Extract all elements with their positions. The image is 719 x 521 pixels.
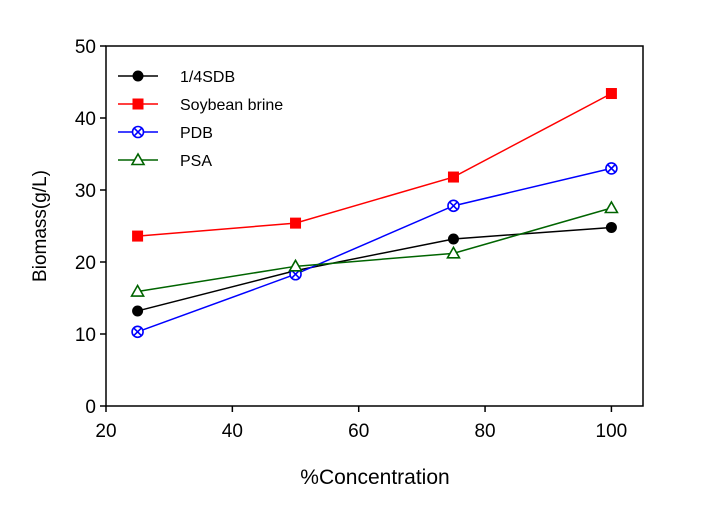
series-line xyxy=(137,226,612,312)
y-tick-label: 0 xyxy=(85,397,96,418)
x-tick-label: 40 xyxy=(222,421,243,442)
x-tick-label: 60 xyxy=(348,421,369,442)
data-point xyxy=(446,245,461,259)
axes: 20 40 60 80 100 0 10 20 30 40 50 xyxy=(75,37,644,442)
data-point xyxy=(605,162,618,175)
series-group xyxy=(130,88,619,339)
legend-label: PSA xyxy=(180,153,212,170)
legend-marker xyxy=(132,98,144,110)
y-tick-label: 10 xyxy=(75,325,96,346)
data-point xyxy=(290,217,302,229)
x-tick-label: 100 xyxy=(596,421,628,442)
series-2 xyxy=(131,162,618,339)
data-point xyxy=(131,325,144,339)
y-tick-label: 30 xyxy=(75,181,96,202)
plot-frame xyxy=(105,45,644,407)
legend: 1/4SDB Soybean brine PDB PSA xyxy=(118,69,283,170)
data-point xyxy=(604,200,619,214)
series-line xyxy=(137,207,612,293)
data-point xyxy=(132,305,144,317)
legend-item: 1/4SDB xyxy=(118,69,235,86)
y-axis-label: Biomass(g/L) xyxy=(30,170,51,282)
legend-label: PDB xyxy=(180,125,213,142)
series-line xyxy=(137,92,612,237)
legend-marker xyxy=(131,125,145,139)
legend-label: 1/4SDB xyxy=(180,69,235,86)
data-point xyxy=(288,258,303,272)
x-axis-label: %Concentration xyxy=(300,466,449,489)
series-line xyxy=(137,167,612,333)
series-3 xyxy=(130,200,619,297)
data-point xyxy=(132,230,144,242)
legend-item: Soybean brine xyxy=(118,97,283,114)
legend-item: PSA xyxy=(118,152,212,170)
data-point xyxy=(130,283,145,297)
x-tick-label: 80 xyxy=(474,421,495,442)
series-1 xyxy=(132,88,617,242)
x-tick-label: 20 xyxy=(95,421,116,442)
legend-label: Soybean brine xyxy=(180,97,283,114)
y-tick-label: 20 xyxy=(75,253,96,274)
data-point xyxy=(605,221,617,233)
y-tick-label: 50 xyxy=(75,37,96,58)
y-tick-label: 40 xyxy=(75,109,96,130)
data-point xyxy=(447,199,460,213)
legend-marker xyxy=(130,152,146,166)
legend-item: PDB xyxy=(118,125,213,142)
series-0 xyxy=(132,221,617,317)
data-point xyxy=(447,233,459,245)
legend-marker xyxy=(132,70,144,82)
data-point xyxy=(447,171,459,183)
data-point xyxy=(605,88,617,100)
